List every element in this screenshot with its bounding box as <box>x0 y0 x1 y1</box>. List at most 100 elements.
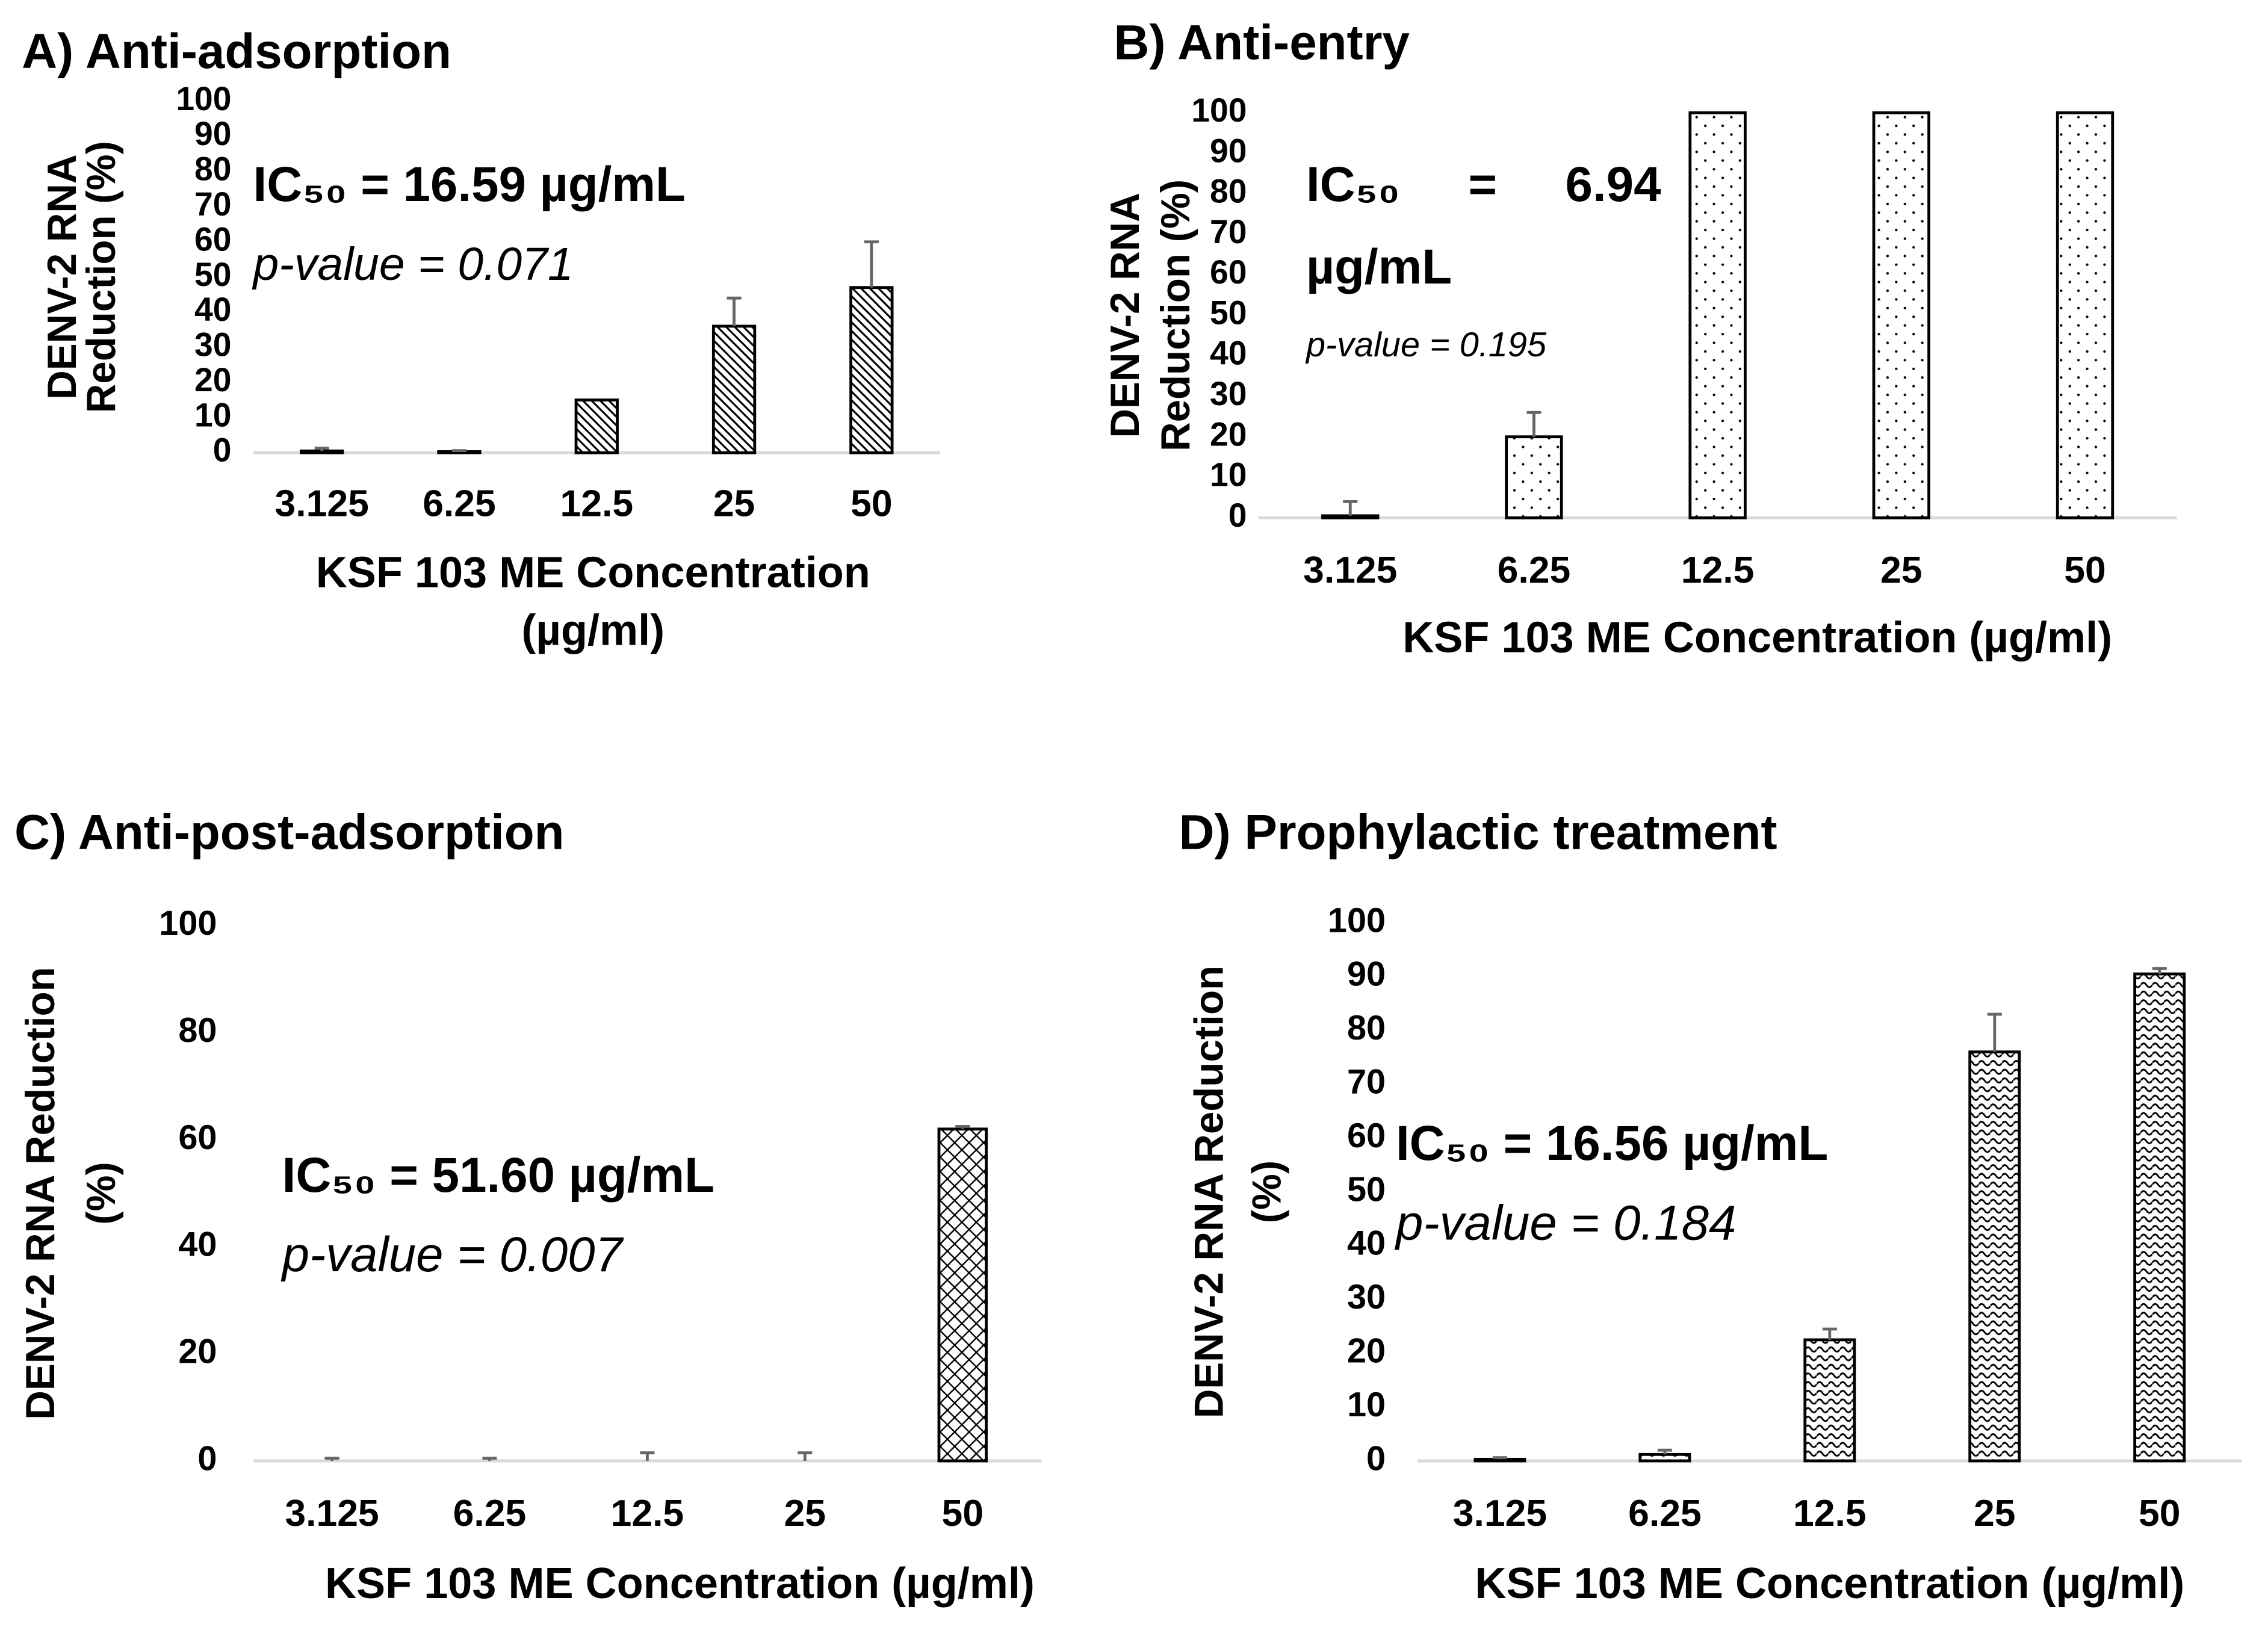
x-axis-label: KSF 103 ME Concentration (µg/ml) <box>325 1560 1035 1608</box>
error-bar <box>1987 1012 2002 1052</box>
y-tick-label: 100 <box>159 904 217 943</box>
x-tick-label: 6.25 <box>1628 1492 1702 1534</box>
y-tick-label: 10 <box>194 396 231 433</box>
y-axis-label: Reduction (%) <box>1153 179 1198 451</box>
x-tick-label: 3.125 <box>1453 1492 1547 1534</box>
x-axis-label: KSF 103 ME Concentration (µg/ml) <box>1475 1560 2184 1608</box>
bar <box>1872 111 1930 519</box>
y-tick-label: 20 <box>194 361 231 398</box>
bar <box>849 286 894 454</box>
y-tick-label: 90 <box>1347 955 1386 994</box>
y-tick-label: 80 <box>1347 1009 1386 1047</box>
bar <box>1505 435 1563 519</box>
x-tick-label: 50 <box>2139 1492 2180 1534</box>
x-tick-label: 3.125 <box>275 483 369 525</box>
x-tick-label: 25 <box>1880 549 1922 591</box>
y-tick-label: 50 <box>1210 294 1247 331</box>
y-tick-label: 10 <box>1210 456 1247 494</box>
annotation: p-value = 0.195 <box>1305 326 1547 364</box>
y-tick-label: 40 <box>1210 335 1247 372</box>
y-tick-label: 60 <box>194 220 231 258</box>
y-axis-label: DENV-2 RNA Reduction <box>1187 965 1232 1418</box>
y-tick-label: 60 <box>1347 1117 1386 1155</box>
y-axis-label: DENV-2 RNA <box>1103 193 1148 438</box>
error-bar <box>955 1124 970 1129</box>
bar <box>1638 1452 1691 1463</box>
x-tick-label: 50 <box>850 483 892 525</box>
y-tick-label: 50 <box>194 256 231 293</box>
bar <box>937 1127 988 1463</box>
bar <box>1473 1457 1526 1463</box>
y-tick-label: 30 <box>194 326 231 364</box>
panel-title: A) Anti-adsorption <box>22 24 451 79</box>
annotation: IC₅₀ = 16.59 µg/mL <box>253 157 686 212</box>
x-tick-label: 6.25 <box>423 483 496 525</box>
error-bar <box>314 447 329 451</box>
annotation: p-value = 0.007 <box>280 1227 624 1282</box>
x-tick-label: 50 <box>2064 549 2105 591</box>
x-tick-label: 50 <box>942 1492 984 1534</box>
y-tick-label: 100 <box>176 80 231 117</box>
panel-title: C) Anti-post-adsorption <box>14 805 565 860</box>
x-tick-label: 6.25 <box>453 1492 527 1534</box>
y-tick-label: 100 <box>1191 91 1247 129</box>
bar <box>2133 972 2186 1463</box>
y-axis-label: (%) <box>1245 1160 1290 1224</box>
annotation: IC₅₀ = 16.56 µg/mL <box>1396 1116 1828 1171</box>
annotation: p-value = 0.071 <box>252 238 574 290</box>
y-tick-label: 30 <box>1210 375 1247 412</box>
y-tick-label: 10 <box>1347 1386 1386 1424</box>
x-tick-label: 25 <box>784 1492 826 1534</box>
y-axis-label: DENV-2 RNA <box>40 154 85 399</box>
error-bar <box>727 296 742 326</box>
y-axis-label: Reduction (%) <box>79 141 124 413</box>
bar <box>1688 111 1747 519</box>
error-bar <box>1657 1448 1672 1455</box>
y-tick-label: 20 <box>1347 1331 1386 1370</box>
x-tick-label: 12.5 <box>560 483 633 525</box>
x-tick-label: 3.125 <box>285 1492 379 1534</box>
bar <box>2056 111 2115 519</box>
x-tick-label: 12.5 <box>611 1492 684 1534</box>
error-bar <box>482 1457 497 1461</box>
y-tick-label: 0 <box>197 1439 217 1478</box>
y-tick-label: 20 <box>178 1332 217 1371</box>
y-tick-label: 60 <box>178 1118 217 1157</box>
error-bar <box>1822 1327 1837 1340</box>
y-tick-label: 90 <box>1210 132 1247 169</box>
y-tick-label: 0 <box>1366 1439 1386 1478</box>
x-tick-label: 25 <box>1974 1492 2015 1534</box>
annotation: IC₅₀ = 51.60 µg/mL <box>282 1148 714 1203</box>
y-axis-label: DENV-2 RNA Reduction <box>18 967 63 1419</box>
panel-title: B) Anti-entry <box>1114 15 1410 70</box>
y-tick-label: 40 <box>1347 1224 1386 1263</box>
y-tick-label: 70 <box>194 185 231 223</box>
error-bar <box>451 449 467 453</box>
x-axis-label: KSF 103 ME Concentration <box>316 548 870 596</box>
error-bar <box>2152 967 2167 975</box>
error-bar <box>1526 411 1541 437</box>
error-bar <box>864 240 879 288</box>
x-tick-label: 12.5 <box>1793 1492 1867 1534</box>
y-tick-label: 80 <box>178 1011 217 1050</box>
annotation: IC₅₀ = 6.94 <box>1306 157 1661 212</box>
y-tick-label: 40 <box>194 291 231 328</box>
error-bar <box>1492 1456 1507 1460</box>
x-axis-label: (µg/ml) <box>521 607 665 655</box>
y-tick-label: 70 <box>1347 1063 1386 1102</box>
y-tick-label: 80 <box>1210 173 1247 210</box>
x-tick-label: 3.125 <box>1303 549 1397 591</box>
bar <box>1968 1050 2021 1463</box>
error-bar <box>798 1451 813 1461</box>
y-tick-label: 20 <box>1210 415 1247 453</box>
y-tick-label: 30 <box>1347 1278 1386 1316</box>
y-tick-label: 70 <box>1210 213 1247 250</box>
bar <box>1803 1338 1856 1463</box>
x-axis-label: KSF 103 ME Concentration (µg/ml) <box>1402 614 2112 662</box>
bar <box>574 398 619 454</box>
error-bar <box>324 1457 339 1461</box>
bar <box>300 449 344 454</box>
bar <box>1321 514 1380 519</box>
error-bar <box>640 1451 655 1461</box>
